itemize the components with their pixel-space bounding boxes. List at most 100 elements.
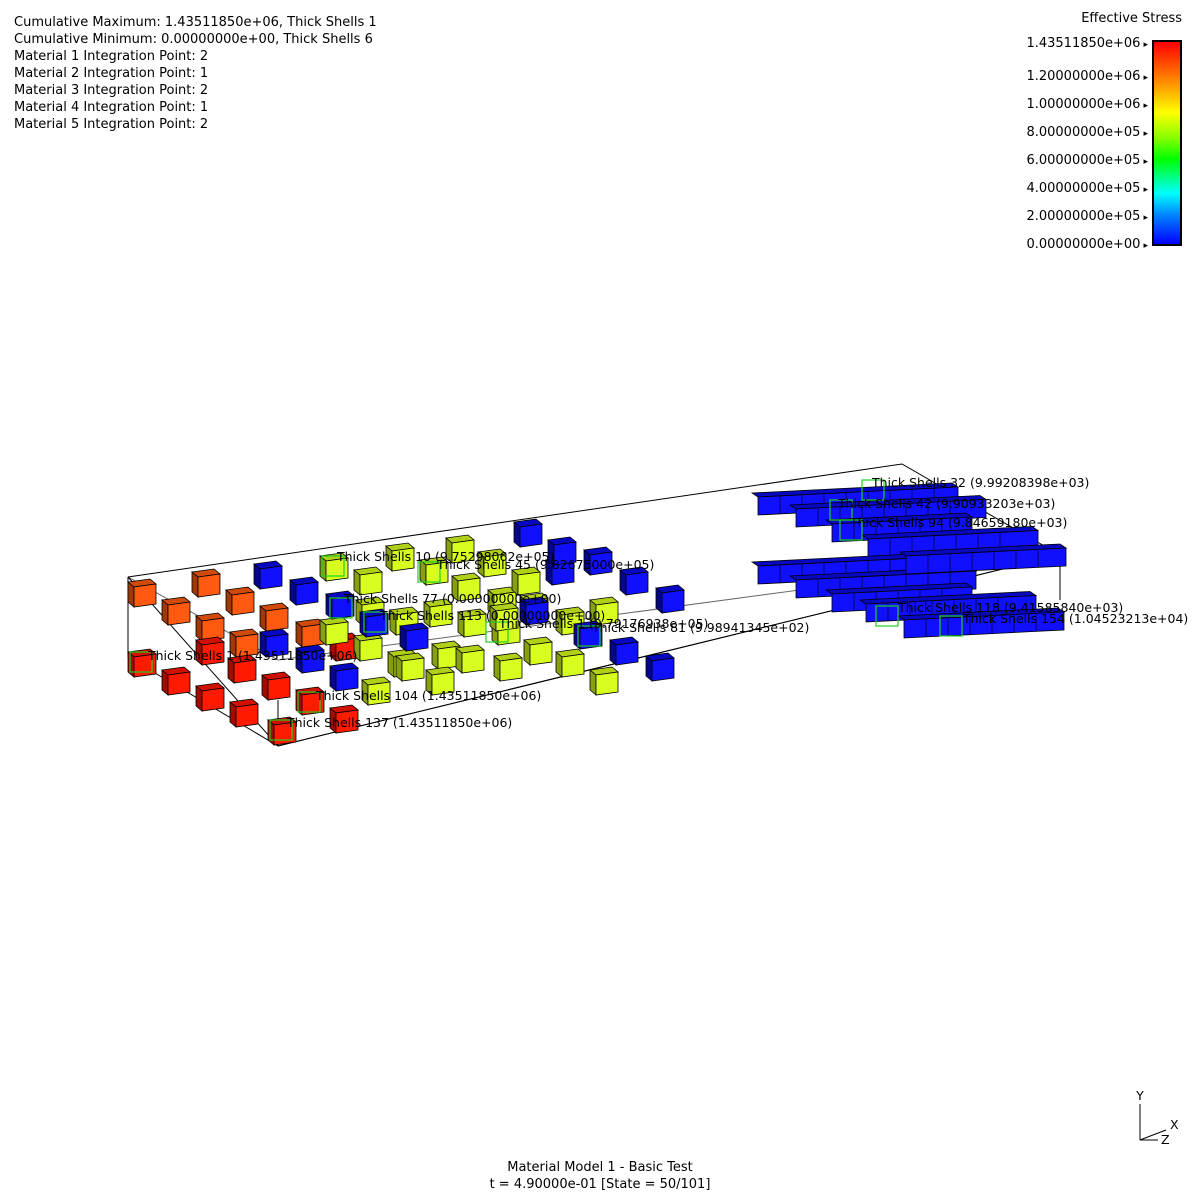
selection-marker	[577, 625, 601, 647]
label-thick-shells-113: Thick Shells 113 (0.00000000e+00)	[379, 608, 605, 623]
z-axis-label: Z	[1161, 1132, 1170, 1146]
shell-element-cube	[589, 666, 619, 696]
legend-title: Effective Stress	[1081, 11, 1182, 26]
shell-element-cube	[353, 632, 383, 662]
shell-element-cube	[259, 628, 289, 658]
shell-element-cube	[445, 534, 475, 564]
shell-element-cube	[425, 666, 455, 696]
selection-marker	[329, 597, 353, 619]
label-thick-shells-94: Thick Shells 94 (9.84659180e+03)	[849, 515, 1067, 530]
shell-element-cube	[227, 654, 257, 684]
label-thick-shells-104: Thick Shells 104 (1.43511850e+06)	[315, 688, 541, 703]
shell-element-cube	[513, 518, 543, 548]
shell-element-cube	[329, 662, 359, 692]
shell-element-cube	[353, 566, 383, 596]
shell-element-cube	[583, 546, 613, 576]
legend-tick-6e5: 6.00000000e+05	[1026, 153, 1148, 168]
caption: Material Model 1 - Basic Test t = 4.9000…	[0, 1159, 1200, 1193]
shell-element-bar	[898, 543, 1068, 575]
label-thick-shells-154: Thick Shells 154 (1.04523213e+04)	[962, 611, 1188, 626]
shell-element-cube	[547, 536, 577, 566]
shell-element-cube	[329, 704, 359, 734]
selection-marker	[417, 561, 441, 583]
shell-element-cube	[261, 671, 291, 701]
model-viewport[interactable]: Thick Shells 32 (9.99208398e+03) Thick S…	[0, 0, 1200, 1150]
shell-element-cube	[519, 596, 549, 626]
shell-element-cube	[655, 584, 685, 614]
label-thick-shells-137: Thick Shells 137 (1.43511850e+06)	[286, 715, 512, 730]
element-labels: Thick Shells 32 (9.99208398e+03) Thick S…	[147, 475, 1188, 730]
shell-element-cube	[489, 602, 519, 632]
label-thick-shells-77: Thick Shells 77 (0.00000000e+00)	[343, 591, 561, 606]
shell-element-cube	[127, 648, 157, 678]
shell-element-cube	[399, 622, 429, 652]
selection-marker	[269, 719, 293, 741]
shell-element-cube	[419, 556, 449, 586]
shell-element-cube	[225, 586, 255, 616]
label-thick-shells-32: Thick Shells 32 (9.99208398e+03)	[871, 475, 1089, 490]
legend-tick-1-2e6: 1.20000000e+06	[1026, 69, 1148, 84]
state-time: t = 4.90000e-01 [State = 50/101]	[489, 1177, 711, 1192]
label-thick-shells-81: Thick Shells 81 (9.98941345e+02)	[591, 620, 809, 635]
legend-tick-min: 0.00000000e+00	[1026, 237, 1148, 252]
shell-element-cube	[609, 636, 639, 666]
legend-tick-4e5: 4.00000000e+05	[1026, 181, 1148, 196]
shell-element-cube	[229, 698, 259, 728]
material-5-integration-point: Material 5 Integration Point: 2	[14, 117, 209, 132]
shell-element-cube	[127, 578, 157, 608]
info-panel: Cumulative Maximum: 1.43511850e+06, Thic…	[14, 14, 377, 133]
shell-element-cube	[259, 602, 289, 632]
selection-marker	[875, 605, 899, 627]
selection-marker	[485, 621, 509, 643]
material-1-integration-point: Material 1 Integration Point: 2	[14, 49, 209, 64]
label-thick-shells-118: Thick Shells 118 (9.41585840e+03)	[897, 600, 1123, 615]
shell-element-cube	[555, 648, 585, 678]
shell-element-cube	[431, 640, 461, 670]
shell-element-cube	[191, 568, 221, 598]
selection-marker	[297, 691, 321, 713]
material-2-integration-point: Material 2 Integration Point: 1	[14, 66, 209, 81]
shell-element-cube	[619, 566, 649, 596]
shell-element-cube	[253, 560, 283, 590]
shell-element-cube	[295, 644, 325, 674]
shell-element-cube	[195, 682, 225, 712]
shell-element-cube	[289, 576, 319, 606]
shell-element-cube	[295, 618, 325, 648]
legend-tick-max: 1.43511850e+06	[1026, 36, 1148, 51]
shell-element-cube	[161, 666, 191, 696]
shell-element-cube	[455, 644, 485, 674]
selection-marker	[939, 615, 963, 637]
shell-element-cube	[645, 652, 675, 682]
cumulative-maximum: Cumulative Maximum: 1.43511850e+06, Thic…	[14, 15, 377, 30]
label-thick-shells-42: Thick Shells 42 (9.90933203e+03)	[837, 496, 1055, 511]
shell-element-cube	[423, 598, 453, 628]
shell-element-cube	[477, 548, 507, 578]
label-thick-shells-10: Thick Shells 10 (9.75298062e+05)	[336, 549, 554, 564]
shell-element-cube	[493, 652, 523, 682]
legend-tick-1-0e6: 1.00000000e+06	[1026, 97, 1148, 112]
label-thick-shells-1: Thick Shells 1 (1.43511850e+06)	[147, 648, 357, 663]
selection-marker	[861, 479, 885, 501]
label-thick-shells-45: Thick Shells 45 (9.82675000e+05)	[436, 557, 654, 572]
shell-element-cube	[511, 566, 541, 596]
material-4-integration-point: Material 4 Integration Point: 1	[14, 100, 209, 115]
selection-marker	[129, 651, 153, 673]
shell-element-cube	[385, 542, 415, 572]
shell-element-cube	[267, 716, 297, 746]
shell-element-cube	[395, 652, 425, 682]
shell-element-cube	[161, 596, 191, 626]
selected-element-markers	[129, 479, 963, 741]
legend-tick-8e5: 8.00000000e+05	[1026, 125, 1148, 140]
shell-element-cube	[451, 572, 481, 602]
shell-element-cube	[319, 616, 349, 646]
y-axis-label: Y	[1135, 1088, 1144, 1103]
material-3-integration-point: Material 3 Integration Point: 2	[14, 83, 209, 98]
selection-marker	[321, 555, 345, 577]
selection-marker	[363, 611, 387, 633]
label-thick-shells-1-mid: Thick Shells 1 (9.79176938e+05)	[498, 616, 708, 631]
x-axis-label: X	[1170, 1117, 1179, 1132]
model-title: Material Model 1 - Basic Test	[507, 1160, 693, 1175]
color-bar	[1152, 40, 1182, 246]
legend-tick-2e5: 2.00000000e+05	[1026, 209, 1148, 224]
shell-element-cube	[361, 676, 391, 706]
